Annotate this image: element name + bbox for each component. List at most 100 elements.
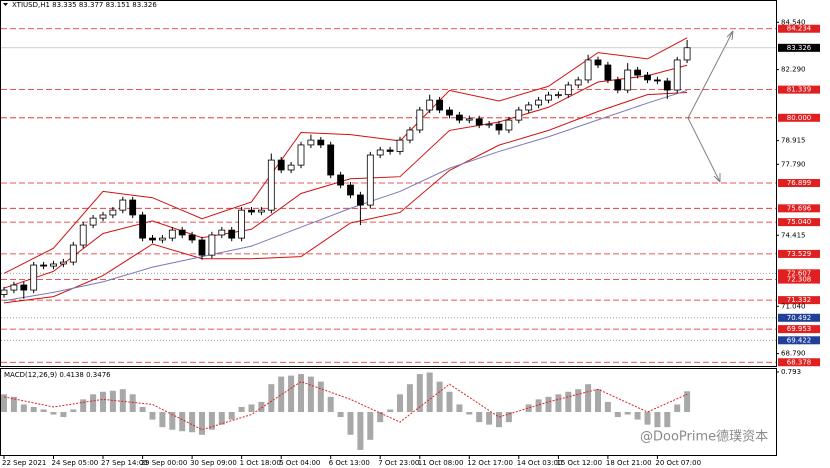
candle-body	[465, 118, 473, 121]
candle-body	[287, 164, 295, 171]
candle-body	[485, 123, 493, 126]
candle-body	[89, 217, 97, 226]
macd-bar	[100, 391, 106, 412]
level-label-box	[778, 24, 820, 33]
x-tick-label: 20 Oct 07:00	[655, 459, 701, 467]
macd-bar	[298, 374, 304, 412]
macd-bar	[317, 381, 324, 412]
candle-body	[535, 99, 542, 106]
watermark: @DooPrime德璞资本	[640, 430, 768, 445]
indicator-tick-label: 0.793	[781, 368, 801, 376]
macd-bar	[496, 412, 502, 428]
overlay-line	[3, 92, 688, 304]
x-tick-label: 7 Oct 23:00	[378, 459, 419, 467]
candle-body	[307, 139, 315, 146]
macd-bar	[119, 389, 126, 412]
macd-bar	[337, 412, 344, 418]
level-label-box	[778, 275, 820, 284]
macd-bar	[199, 412, 205, 435]
candle-body	[634, 69, 641, 76]
overlay-line	[3, 37, 688, 274]
macd-bar	[377, 412, 384, 423]
macd-bar	[387, 409, 394, 412]
level-label-box	[778, 358, 820, 367]
macd-bar	[179, 412, 186, 432]
macd-bar	[278, 376, 285, 412]
macd-bar	[466, 412, 473, 415]
macd-bar	[327, 396, 334, 412]
candle-body	[40, 264, 47, 267]
macd-bar	[70, 409, 77, 412]
candle-body	[337, 174, 345, 186]
macd-bar	[565, 391, 572, 412]
macd-bar	[575, 389, 582, 412]
level-label-box	[778, 179, 820, 188]
y-tick-label: 82.290	[781, 66, 806, 74]
candle-body	[69, 244, 77, 263]
candle-body	[416, 109, 424, 131]
indicator-panel	[0, 368, 777, 456]
x-tick-label: 1 Oct 18:00	[240, 459, 281, 467]
level-label: 73.529	[787, 250, 812, 258]
x-tick-label: 29 Sep 00:00	[141, 459, 188, 467]
macd-bar	[555, 394, 562, 412]
candle-body	[446, 109, 453, 116]
candle-body	[30, 264, 38, 291]
candle-body	[515, 109, 523, 121]
indicator-title: MACD(12,26,9) 0.4138 0.3476	[4, 371, 111, 379]
candle-body	[317, 139, 325, 146]
y-tick-label: 74.415	[781, 231, 806, 239]
level-label-box	[778, 218, 820, 227]
candle-body	[426, 99, 434, 111]
candle-body	[347, 184, 354, 196]
level-label-box	[778, 325, 820, 334]
x-tick-label: 22 Sep 2021	[2, 459, 46, 467]
candle-body	[525, 104, 533, 111]
macd-bar	[258, 401, 265, 412]
macd-bar	[397, 394, 403, 412]
x-tick-label: 11 Oct 08:00	[418, 459, 464, 467]
candle-body	[149, 237, 156, 241]
macd-bar	[545, 396, 552, 412]
candle-body	[624, 69, 632, 91]
x-tick-label: 15 Oct 12:00	[556, 459, 602, 467]
candle-body	[436, 99, 444, 111]
candle-body	[584, 59, 592, 81]
level-label: 75.696	[787, 204, 812, 212]
x-tick-label: 14 Oct 03:00	[517, 459, 563, 467]
candle-body	[99, 214, 107, 219]
candle-body	[327, 144, 335, 176]
candle-body	[564, 84, 572, 96]
arrow-head	[713, 173, 721, 183]
trend-arrows	[687, 30, 734, 183]
candle-body	[376, 149, 384, 156]
candle-body	[248, 209, 255, 213]
level-label: 72.607	[787, 269, 812, 277]
macd-bar	[357, 412, 364, 450]
macd-bar	[426, 372, 433, 412]
level-label: 72.308	[787, 276, 812, 284]
candle-body	[168, 229, 176, 239]
candle-body	[277, 159, 285, 171]
candle-body	[475, 118, 483, 126]
overlay-line	[3, 64, 688, 289]
candle-body	[505, 119, 513, 131]
candle-body	[129, 199, 137, 216]
macd-bar	[436, 381, 443, 412]
macd-bar	[634, 412, 641, 420]
current-price-label: 83.326	[787, 44, 812, 52]
macd-bar	[406, 384, 413, 412]
x-tick-label: 27 Sep 14:00	[101, 459, 148, 467]
macd-bar	[505, 412, 512, 423]
macd-bar	[10, 396, 17, 412]
level-label-box	[778, 313, 820, 322]
level-label-box	[778, 204, 820, 213]
candle-body	[0, 289, 8, 295]
macd-bar	[486, 412, 493, 425]
macd-bar	[644, 412, 651, 425]
level-label: 80.000	[787, 114, 812, 122]
level-label-box	[778, 85, 820, 94]
candle-body	[228, 229, 236, 239]
macd-bar	[40, 409, 47, 412]
macd-bar	[248, 404, 255, 412]
